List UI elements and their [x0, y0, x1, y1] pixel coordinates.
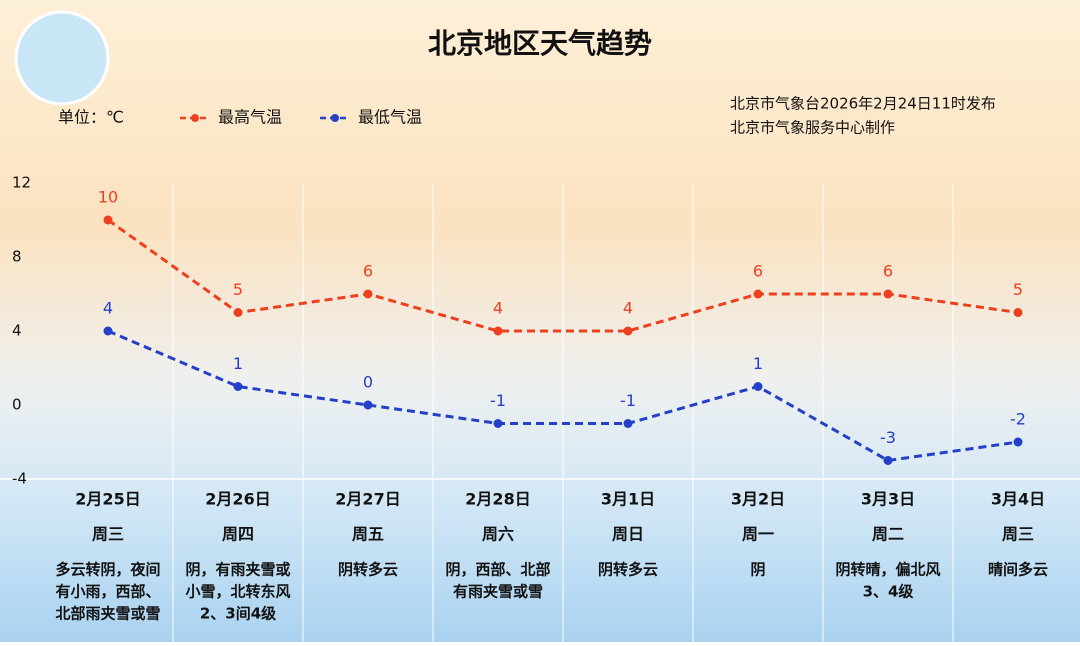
- weather-text: 阴转晴，偏北风: [835, 561, 940, 579]
- data-point: [233, 382, 243, 391]
- value-label: 6: [753, 262, 763, 281]
- weather-text: 阴: [750, 561, 765, 579]
- x-tick-label: 2月28日: [465, 490, 530, 509]
- value-label: 4: [103, 299, 113, 318]
- legend-label: 最低气温: [358, 108, 422, 127]
- y-tick-label: 8: [12, 248, 22, 266]
- value-label: 6: [883, 262, 893, 281]
- y-tick-label: 0: [12, 396, 22, 414]
- source: 北京市气象服务中心制作: [730, 119, 895, 137]
- legend-dot: [191, 114, 199, 122]
- weekday: 周四: [222, 525, 254, 544]
- value-label: 6: [363, 262, 373, 281]
- value-label: 1: [233, 354, 243, 373]
- data-point: [753, 289, 763, 299]
- data-point: [363, 289, 373, 299]
- weather-text: 小雪，北转东风: [185, 583, 290, 601]
- weather-text: 阴，有雨夹雪或: [185, 561, 290, 579]
- value-label: -1: [620, 391, 636, 410]
- value-label: 4: [623, 299, 633, 318]
- series-line: [107, 218, 1019, 333]
- weather-text: 阴转多云: [338, 561, 398, 579]
- series-line: [107, 329, 1019, 463]
- x-tick-label: 2月27日: [335, 490, 400, 509]
- legend-label: 最高气温: [218, 108, 282, 127]
- data-point: [493, 419, 503, 428]
- data-point: [233, 308, 243, 317]
- weather-text: 有雨夹雪或雪: [453, 583, 543, 601]
- unit-label: 单位：℃: [58, 108, 124, 127]
- weekday: 周二: [872, 525, 904, 544]
- chart-title: 北京地区天气趋势: [428, 27, 652, 60]
- data-point: [1013, 308, 1023, 317]
- source: 北京市气象台2026年2月24日11时发布: [730, 95, 996, 113]
- logo: [14, 10, 110, 106]
- data-point: [883, 456, 893, 465]
- value-label: 5: [1013, 280, 1023, 299]
- data-point: [623, 419, 633, 428]
- weather-text: 3、4级: [863, 583, 915, 601]
- value-label: 4: [493, 299, 503, 318]
- data-point: [883, 289, 893, 299]
- x-tick-label: 3月2日: [731, 490, 785, 509]
- data-point: [103, 326, 113, 336]
- weekday: 周一: [742, 525, 774, 544]
- weather-text: 2、3间4级: [200, 605, 277, 623]
- x-tick-label: 3月4日: [991, 490, 1045, 509]
- x-tick-label: 2月26日: [205, 490, 270, 509]
- weekday: 周六: [482, 525, 514, 544]
- weekday: 周日: [612, 525, 644, 544]
- weather-text: 多云转阴，夜间: [55, 561, 160, 579]
- data-point: [623, 326, 633, 336]
- weather-text: 阴，西部、北部: [445, 561, 550, 579]
- y-tick-label: 12: [12, 174, 31, 192]
- weather-text: 有小雨，西部、: [55, 583, 160, 601]
- data-point: [103, 215, 113, 225]
- data-point: [753, 382, 763, 391]
- data-point: [363, 400, 373, 410]
- legend-dot: [331, 114, 339, 122]
- value-label: 0: [363, 373, 373, 392]
- value-label: 1: [753, 354, 763, 373]
- x-tick-label: 3月1日: [601, 490, 655, 509]
- weather-text: 阴转多云: [598, 561, 658, 579]
- weekday: 周三: [92, 525, 124, 544]
- x-tick-label: 2月25日: [75, 490, 140, 509]
- data-point: [1013, 437, 1023, 447]
- value-label: -1: [490, 391, 506, 410]
- x-tick-label: 3月3日: [861, 490, 915, 509]
- value-label: -3: [880, 428, 896, 447]
- weather-text: 北部雨夹雪或雪: [55, 605, 160, 623]
- y-tick-label: -4: [12, 470, 27, 488]
- data-point: [493, 326, 503, 336]
- value-label: 5: [233, 280, 243, 299]
- weekday: 周五: [352, 525, 384, 544]
- value-label: 10: [98, 188, 118, 207]
- weekday: 周三: [1002, 525, 1034, 544]
- value-label: -2: [1010, 410, 1026, 429]
- weather-text: 晴间多云: [988, 561, 1048, 579]
- y-tick-label: 4: [12, 322, 22, 340]
